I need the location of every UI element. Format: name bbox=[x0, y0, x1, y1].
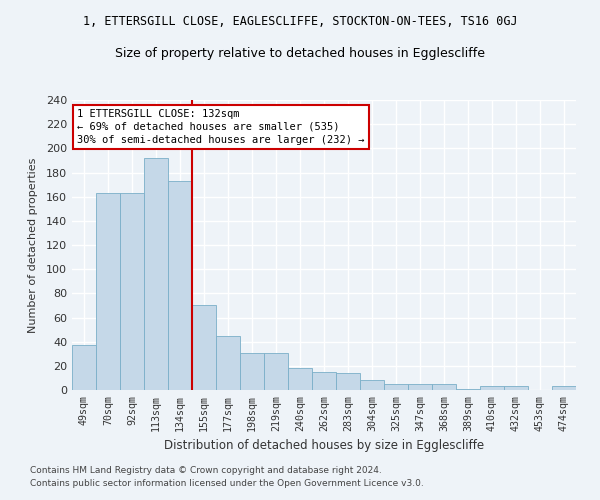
Bar bbox=[504, 386, 528, 390]
Bar bbox=[240, 352, 264, 390]
Bar bbox=[192, 306, 216, 390]
Text: 1, ETTERSGILL CLOSE, EAGLESCLIFFE, STOCKTON-ON-TEES, TS16 0GJ: 1, ETTERSGILL CLOSE, EAGLESCLIFFE, STOCK… bbox=[83, 15, 517, 28]
Y-axis label: Number of detached properties: Number of detached properties bbox=[28, 158, 38, 332]
Text: Contains HM Land Registry data © Crown copyright and database right 2024.
Contai: Contains HM Land Registry data © Crown c… bbox=[30, 466, 424, 487]
Bar bbox=[288, 368, 312, 390]
X-axis label: Distribution of detached houses by size in Egglescliffe: Distribution of detached houses by size … bbox=[164, 439, 484, 452]
Bar bbox=[480, 386, 504, 390]
Bar bbox=[552, 386, 576, 390]
Bar bbox=[336, 373, 360, 390]
Bar bbox=[216, 336, 240, 390]
Bar bbox=[312, 372, 336, 390]
Bar bbox=[264, 352, 288, 390]
Bar bbox=[432, 384, 456, 390]
Text: 1 ETTERSGILL CLOSE: 132sqm
← 69% of detached houses are smaller (535)
30% of sem: 1 ETTERSGILL CLOSE: 132sqm ← 69% of deta… bbox=[77, 108, 365, 145]
Bar bbox=[384, 384, 408, 390]
Bar bbox=[456, 389, 480, 390]
Bar bbox=[72, 346, 96, 390]
Bar bbox=[408, 384, 432, 390]
Bar bbox=[360, 380, 384, 390]
Bar bbox=[144, 158, 168, 390]
Bar bbox=[96, 193, 120, 390]
Text: Size of property relative to detached houses in Egglescliffe: Size of property relative to detached ho… bbox=[115, 48, 485, 60]
Bar bbox=[120, 193, 144, 390]
Bar bbox=[168, 181, 192, 390]
